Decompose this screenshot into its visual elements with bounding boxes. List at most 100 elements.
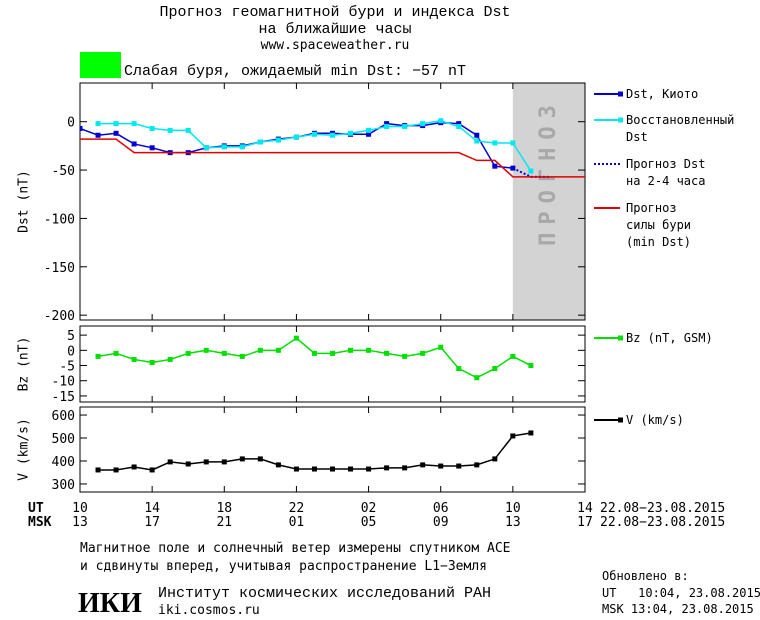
data-point [456,366,462,372]
data-point [348,466,354,472]
data-point [456,121,462,127]
data-point [167,356,173,362]
data-point [131,141,137,147]
series-line [97,337,532,379]
data-point [167,459,173,465]
data-point [203,145,209,151]
x-tick-label: 02 [361,501,377,516]
x-tick-label: 10 [505,501,521,516]
data-point [149,145,155,151]
x-tick-label: 14 [577,501,593,516]
plot-frame [79,82,586,321]
data-point [221,459,227,465]
data-point [149,359,155,365]
data-point [239,144,245,150]
y-axis-label: Dst (nT) [17,170,32,233]
data-point [492,163,498,169]
x-tick-label: 05 [361,515,377,530]
data-point [384,121,390,127]
data-point [420,462,426,468]
alert-text: Слабая буря, ожидаемый min Dst: −57 nT [124,63,466,80]
x-tick-label: 22 [289,501,305,516]
data-point [456,124,462,130]
data-point [275,347,281,353]
data-point [95,132,101,138]
note: и сдвинуты вперед, учитывая распростране… [80,559,487,574]
legend-marker [618,335,623,341]
x-tick-label: 17 [577,515,593,530]
legend-marker [618,417,623,423]
data-point [95,121,101,127]
data-point [257,456,263,462]
data-point [221,350,227,356]
data-point [330,132,335,138]
data-point [366,466,372,472]
plot-area [95,335,534,381]
site: iki.cosmos.ru [158,603,260,618]
x-tick-label: 06 [433,501,449,516]
data-point [528,430,534,436]
data-point [131,464,137,470]
data-point [149,125,155,131]
logo: ИКИ [78,588,142,619]
data-point [275,137,281,143]
legend-label: Прогноз Dst [626,157,705,171]
data-point [185,127,191,133]
data-point [492,456,498,462]
x-row-date: 22.08−23.08.2015 [600,515,725,530]
data-point [474,462,480,468]
data-point [384,465,390,471]
legend-label: Прогноз [626,201,677,215]
data-point [366,347,372,353]
x-tick-label: 14 [144,501,160,516]
plot-frame [79,406,586,493]
data-point [474,132,480,138]
data-point [492,366,498,372]
data-point [348,130,354,136]
data-point [330,466,335,472]
data-point [510,353,516,359]
data-point [185,350,191,356]
data-point [239,456,245,462]
data-point [492,140,498,146]
legend-marker [618,117,623,123]
data-point [402,465,408,471]
y-tick-label: -50 [52,164,75,179]
data-point [203,347,209,353]
data-point [131,356,137,362]
data-point [438,344,444,350]
legend-label: силы бури [626,218,691,232]
x-tick-label: 10 [72,501,88,516]
x-tick-label: 18 [216,501,232,516]
series-line [80,121,513,169]
y-tick-label: -5 [59,360,75,375]
data-point [420,121,426,127]
legend-label: Bz (nT, GSM) [626,331,713,345]
data-point [384,350,390,356]
data-point [113,130,119,136]
y-tick-label: 500 [52,432,75,447]
legend-label: V (km/s) [626,413,684,427]
title-line: на ближайшие часы [258,21,411,38]
x-row-label: MSK [28,515,52,530]
data-point [221,144,227,150]
x-tick-label: 09 [433,515,449,530]
alert-box [80,52,121,78]
data-point [311,350,317,356]
data-point [384,124,390,130]
y-tick-label: 0 [67,344,75,359]
legend-label: (min Dst) [626,235,691,249]
data-point [510,433,516,439]
data-point [402,353,408,359]
x-tick-label: 13 [505,515,521,530]
note: Магнитное поле и солнечный ветер измерен… [80,541,510,556]
x-tick-label: 01 [289,515,305,530]
data-point [203,459,209,465]
data-point [510,140,516,146]
legend-label: Dst, Киото [626,87,698,101]
updated-line: MSK 13:04, 23.08.2015 [602,602,754,616]
legend-marker [618,91,623,97]
updated-line: UT 10:04, 23.08.2015 [602,586,760,600]
y-tick-label: 400 [52,455,75,470]
x-tick-label: 13 [72,515,88,530]
